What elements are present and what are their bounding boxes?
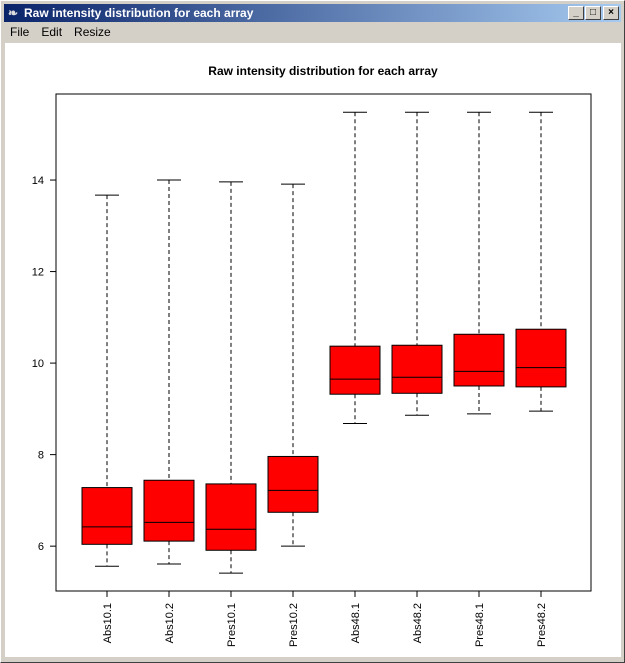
y-tick-label: 8 [38,450,44,462]
x-tick-label: Pres10.1 [226,603,238,647]
box [81,487,133,545]
window-title: Raw intensity distribution for each arra… [24,6,254,20]
x-tick-label: Abs10.2 [164,603,176,643]
box [453,333,505,387]
minimize-button[interactable]: _ [568,6,584,20]
x-tick-label: Abs10.1 [102,603,114,643]
menu-resize[interactable]: Resize [74,25,111,39]
box [329,345,381,395]
y-tick-label: 10 [32,358,44,370]
x-tick-label: Pres48.2 [536,603,548,647]
menu-file[interactable]: File [10,25,30,39]
y-tick-label: 12 [32,267,44,279]
chart-title: Raw intensity distribution for each arra… [208,64,438,78]
close-button[interactable]: × [603,6,619,20]
x-tick-label: Pres48.1 [474,603,486,647]
title-bar: ❧ Raw intensity distribution for each ar… [4,4,621,22]
boxplot-chart: Raw intensity distribution for each arra… [32,64,592,647]
plot-canvas: Raw intensity distribution for each arra… [5,43,621,657]
x-tick-label: Abs48.2 [412,603,424,643]
menu-edit[interactable]: Edit [41,25,63,39]
y-tick-label: 14 [32,175,44,187]
box [143,479,195,542]
feather-icon: ❧ [8,6,19,20]
y-tick-label: 6 [38,541,44,553]
maximize-button[interactable]: □ [585,6,601,20]
box [391,344,443,394]
x-tick-label: Pres10.2 [288,603,300,647]
box [205,483,257,551]
plot-frame [55,93,592,592]
box [515,328,567,388]
menu-bar: File Edit Resize [4,23,117,42]
x-tick-label: Abs48.1 [350,603,362,643]
box [267,455,319,513]
